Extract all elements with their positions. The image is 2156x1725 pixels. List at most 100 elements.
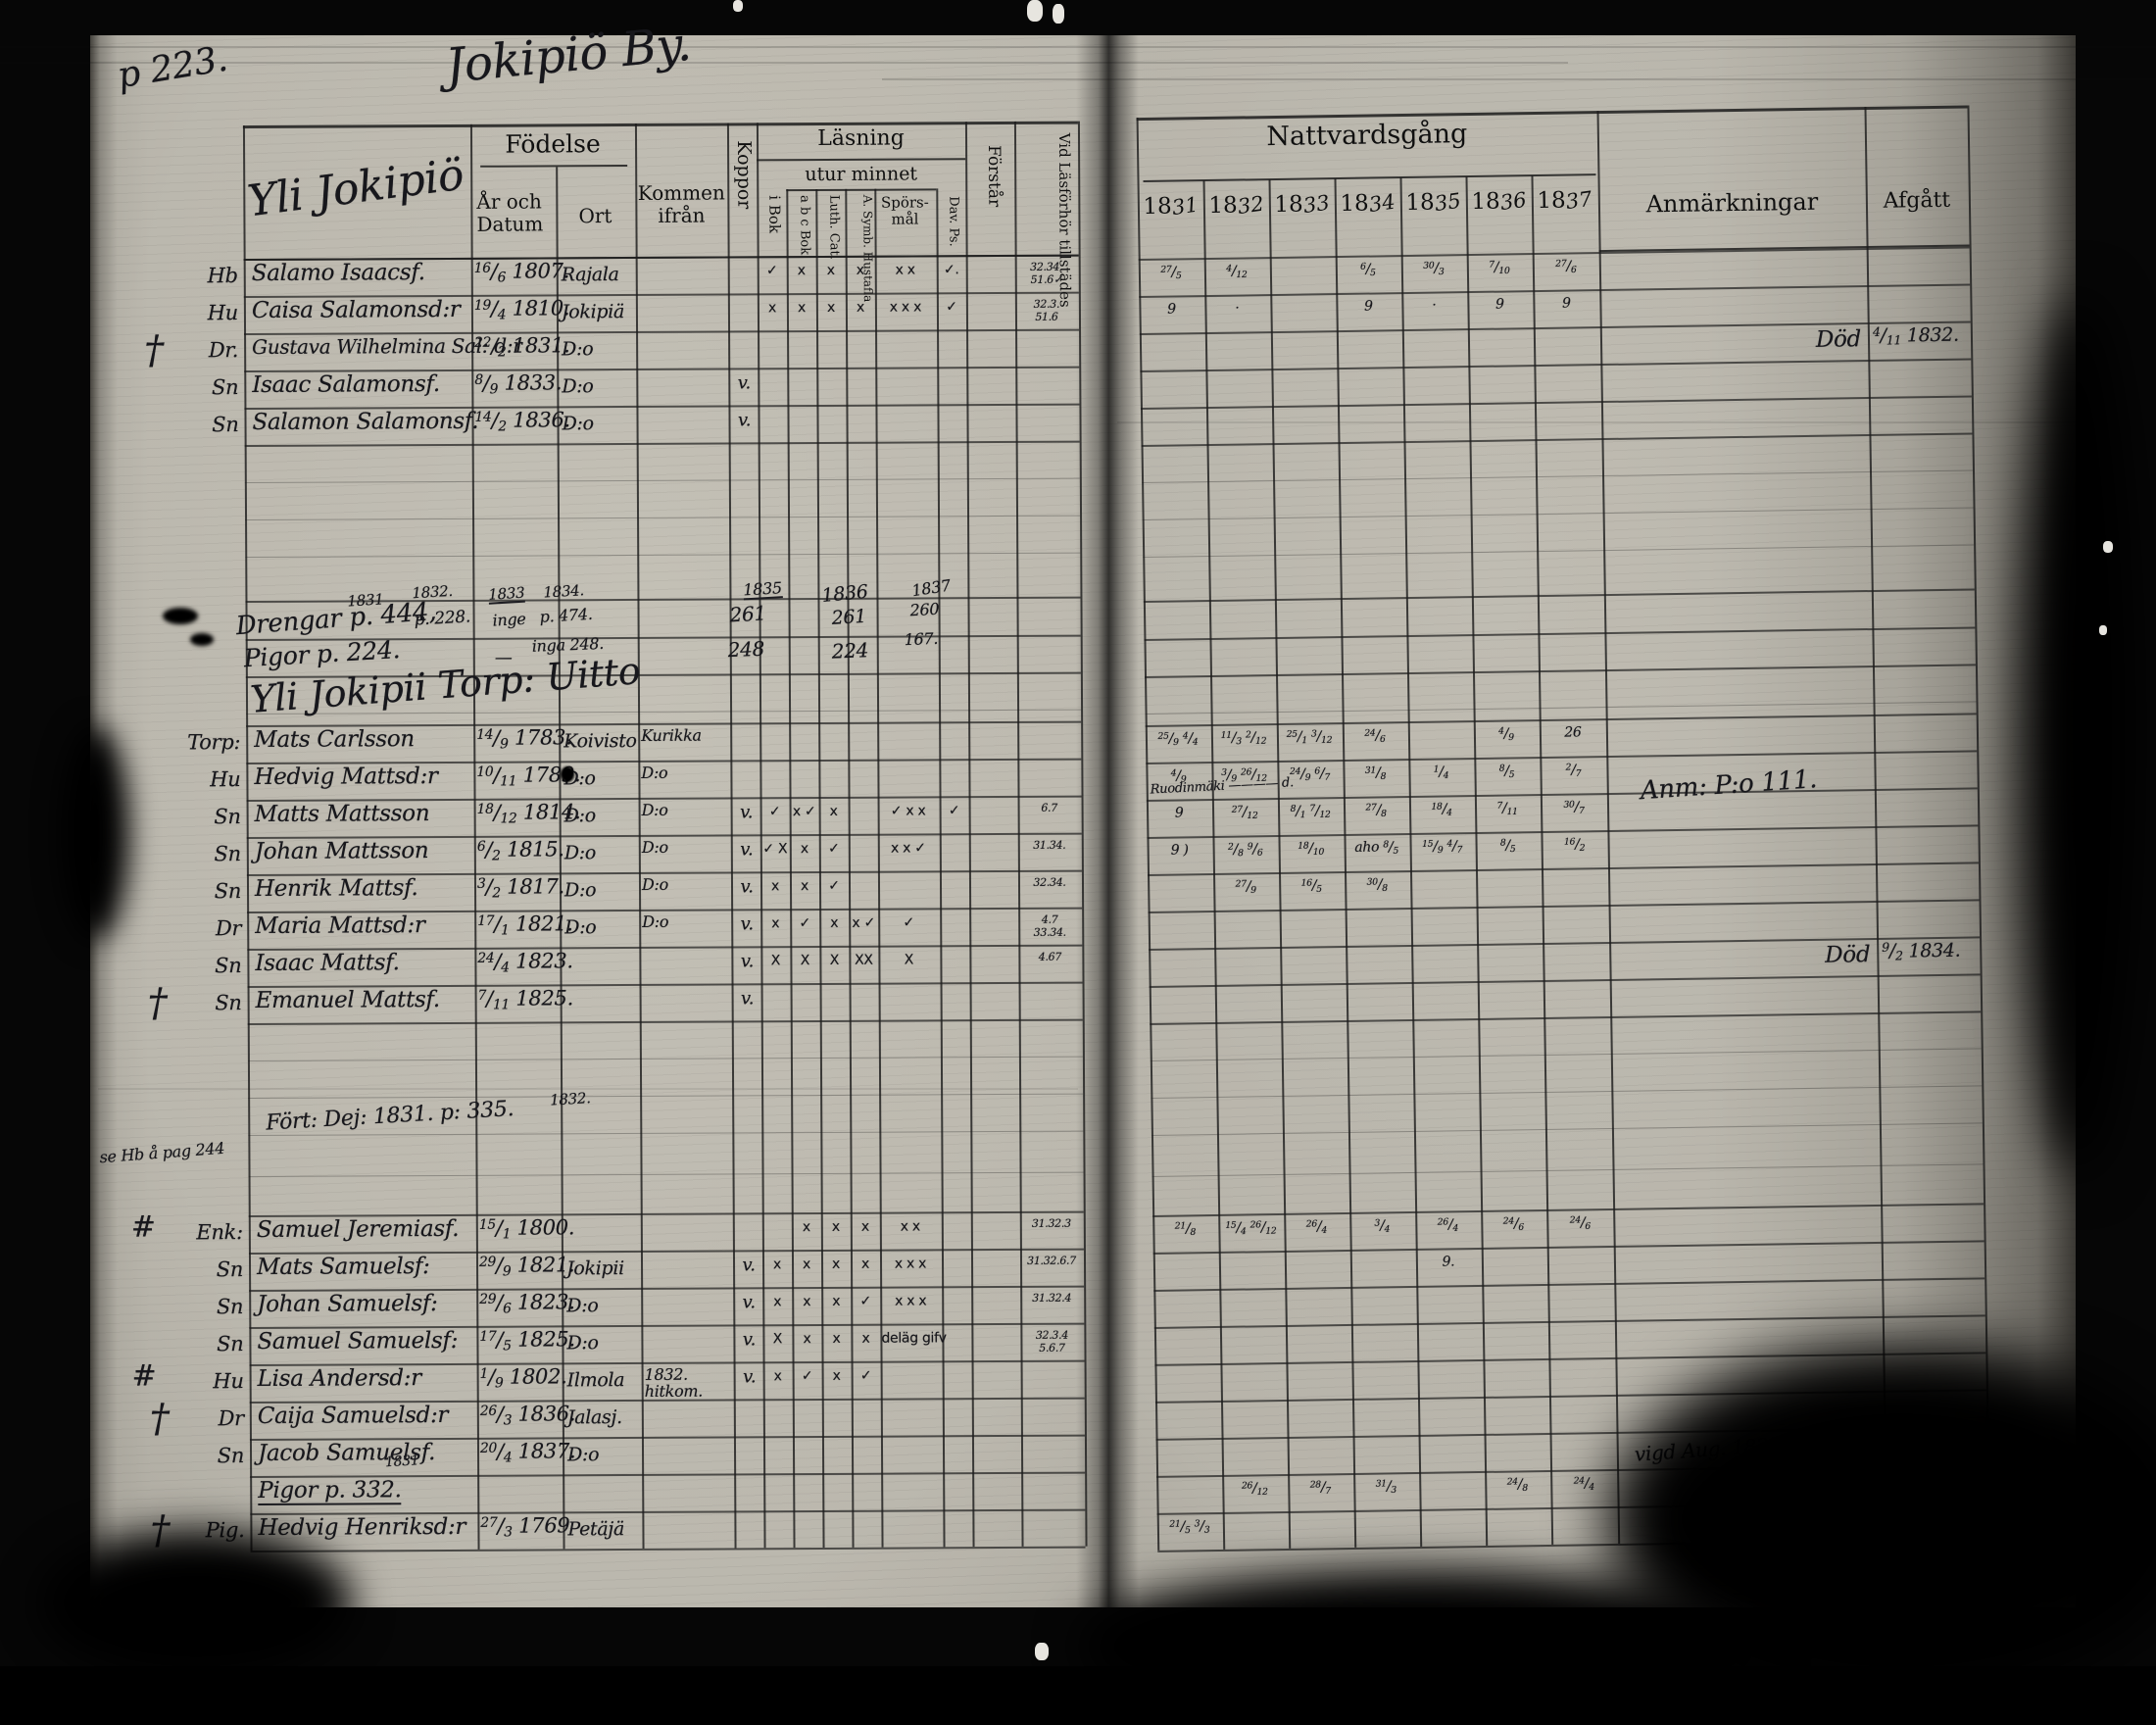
row-line-faint: [1150, 1048, 1982, 1061]
communion-year-header: 1833: [1274, 190, 1331, 219]
grid-line: [1268, 179, 1292, 1549]
communion-date: 9 ): [1170, 842, 1189, 859]
film-speck: [2103, 541, 2113, 553]
communion-date: 24/6: [1569, 1214, 1592, 1232]
ink-stain: [190, 633, 214, 646]
communion-date: 16/5: [1300, 877, 1322, 895]
book-gutter: [1076, 35, 1139, 1607]
departed-note: 4/11 1832.: [1872, 323, 1959, 348]
film-mark: [1053, 4, 1064, 24]
header-anmarkningar: Anmärkningar: [1645, 187, 1819, 219]
communion-date: 7/11: [1496, 800, 1518, 817]
communion-year-header: 1836: [1471, 187, 1528, 216]
book-scan: Födelse År och Datum Ort Kommen ifrån Ko…: [0, 0, 2156, 1660]
communion-date: 30/7: [1563, 799, 1585, 816]
communion-date: 9: [1167, 301, 1176, 318]
communion-date: ·: [1432, 297, 1437, 314]
communion-date: 16/2: [1563, 836, 1586, 854]
header-nattvardsgang: Nattvardsgång: [1266, 119, 1468, 153]
grid-line: [1334, 178, 1357, 1548]
header-afgatt: Afgått: [1883, 187, 1951, 214]
page-shadow: [39, 1529, 353, 1676]
communion-date: 25/1 3/12: [1286, 728, 1333, 746]
ink-stain: [561, 766, 574, 782]
film-mark: [1027, 0, 1043, 22]
communion-date: 24/6: [1502, 1215, 1525, 1233]
film-mark: [733, 0, 743, 12]
communion-date: 30/8: [1366, 876, 1388, 894]
scan-streak: [98, 1088, 1078, 1090]
row-line: [1152, 1240, 1984, 1255]
scan-streak: [0, 62, 1568, 64]
communion-year-header: 1832: [1208, 191, 1265, 220]
communion-date: 27/12: [1231, 804, 1258, 821]
grid-line: [1531, 175, 1554, 1545]
communion-year-header: 1837: [1537, 186, 1593, 215]
communion-date: 9.: [1442, 1254, 1455, 1270]
row-line: [1148, 899, 1980, 913]
grid-line: [1399, 177, 1423, 1547]
scan-streak: [882, 78, 2156, 80]
communion-year-header: 1835: [1405, 188, 1462, 217]
remark: Död: [1815, 326, 1862, 353]
remark: Död: [1824, 942, 1871, 968]
communion-date: 8/1 7/12: [1290, 803, 1331, 820]
communion-date: 24/8: [1506, 1476, 1528, 1494]
row-line-faint: [1142, 469, 1973, 484]
row-line-faint: [1151, 1085, 1983, 1099]
communion-date: 24/4: [1573, 1475, 1594, 1493]
row-line: [1150, 1010, 1982, 1025]
communion-date: 8/5: [1499, 837, 1516, 855]
grid-line: [1465, 176, 1489, 1546]
communion-date: 28/7: [1309, 1479, 1332, 1497]
row-line: [1148, 862, 1979, 876]
communion-date: 9: [1561, 295, 1571, 312]
ink-stain: [163, 608, 198, 624]
row-line: [1153, 1277, 1985, 1292]
communion-date: 26: [1564, 724, 1582, 741]
communion-date: 27/6: [1555, 258, 1577, 275]
communion-date: 25/9 4/4: [1157, 730, 1199, 748]
communion-date: aho 8/5: [1354, 839, 1399, 857]
communion-date: 21/5 3/3: [1169, 1518, 1210, 1536]
row-line: [1140, 358, 1972, 373]
communion-date: 9: [1494, 296, 1504, 313]
film-mark: [1035, 1643, 1049, 1660]
communion-date: 27/8: [1365, 802, 1387, 819]
row-line: [1141, 432, 1973, 448]
communion-date: 7/10: [1489, 259, 1510, 276]
row-line: [1143, 588, 1975, 604]
grid-line: [1143, 173, 1596, 182]
communion-date: 26/12: [1241, 1480, 1268, 1498]
communion-date: 21/8: [1174, 1220, 1197, 1238]
row-line-faint: [1145, 701, 1977, 715]
communion-date: 2/7: [1565, 762, 1582, 779]
communion-date: 18/10: [1298, 840, 1325, 858]
communion-date: 24/6: [1364, 727, 1386, 745]
row-line-faint: [1151, 1122, 1983, 1136]
handwritten-note: Anm: P:o 111.: [1639, 764, 1818, 807]
communion-date: 31/3: [1375, 1478, 1397, 1496]
scan-streak: [1117, 421, 2156, 423]
communion-date: 15/9 4/7: [1422, 838, 1463, 856]
communion-date: 27/5: [1160, 264, 1182, 281]
grid-line: [1202, 180, 1226, 1550]
communion-date: 3/4: [1374, 1217, 1391, 1235]
communion-date: 4/9: [1498, 725, 1514, 743]
film-speck: [2099, 625, 2107, 635]
communion-date: 30/3: [1423, 260, 1445, 277]
communion-date: 9: [1364, 298, 1373, 315]
communion-date: 8/5: [1498, 763, 1515, 780]
communion-year-header: 1834: [1340, 189, 1396, 218]
row-line: [1145, 664, 1976, 679]
communion-year-header: 1831: [1143, 192, 1200, 221]
page-shadow: [61, 725, 129, 941]
communion-date: ·: [1235, 300, 1240, 317]
row-line-faint: [1142, 507, 1974, 521]
communion-date: 26/4: [1305, 1218, 1328, 1236]
row-line-faint: [1152, 1163, 1984, 1177]
communion-date: 1/4: [1433, 764, 1449, 781]
departed-note: 9/2 1834.: [1882, 939, 1961, 963]
row-line: [1149, 973, 1981, 988]
communion-date: 4/12: [1226, 263, 1248, 280]
